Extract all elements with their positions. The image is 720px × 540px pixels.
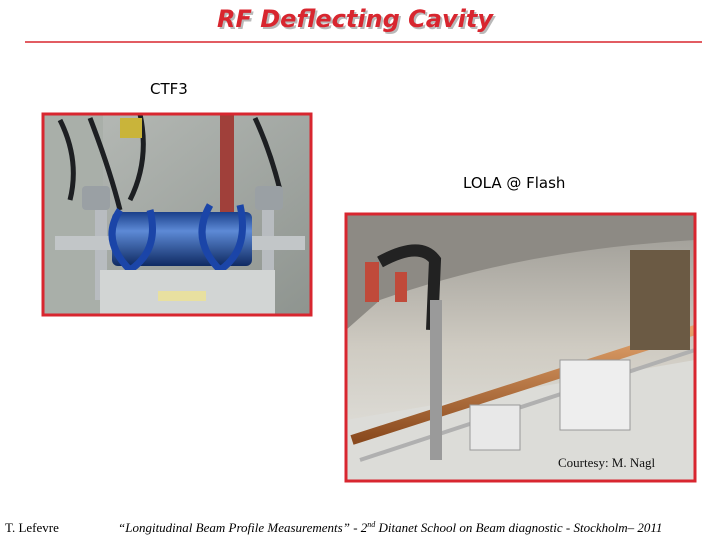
photo-credit: Courtesy: M. Nagl — [558, 455, 656, 470]
footer-talk-sup: nd — [367, 520, 376, 529]
right-photo-frame — [344, 212, 697, 483]
footer-talk-after: Ditanet School on Beam diagnostic - Stoc… — [375, 520, 662, 535]
footer-talk: “Longitudinal Beam Profile Measurements”… — [118, 520, 662, 535]
left-photo-frame — [41, 112, 313, 317]
left-photo — [43, 113, 311, 315]
footer-author: T. Lefevre — [5, 520, 59, 535]
footer-talk-before: “Longitudinal Beam Profile Measurements”… — [118, 520, 368, 535]
title-shadow: RF Deflecting Cavity — [219, 7, 496, 35]
slide-title: RF Deflecting Cavity — [217, 5, 494, 33]
right-photo — [346, 214, 697, 481]
right-caption: LOLA @ Flash — [463, 174, 565, 192]
left-caption: CTF3 — [150, 80, 188, 98]
